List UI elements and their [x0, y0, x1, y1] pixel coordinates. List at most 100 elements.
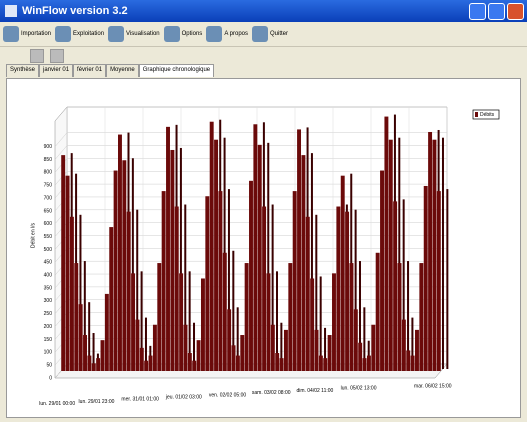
tab[interactable]: Graphique chronologique [138, 64, 215, 77]
bar [192, 360, 197, 371]
window-title: WinFlow version 3.2 [22, 5, 128, 17]
bar [310, 278, 315, 371]
y-tick-label: 750 [44, 183, 53, 189]
bar-side [358, 261, 361, 369]
bar-side [319, 276, 322, 369]
bar [161, 191, 166, 371]
bar [279, 358, 284, 371]
bar [131, 273, 136, 371]
toolbar-button[interactable]: Options [163, 26, 203, 42]
close[interactable] [507, 3, 524, 20]
bar [83, 335, 87, 371]
x-tick-label: sam. 03/02 08:00 [252, 390, 291, 396]
bar-side [402, 199, 405, 369]
bar [257, 144, 262, 371]
y-tick-label: 300 [44, 298, 53, 304]
y-tick-label: 0 [49, 375, 52, 381]
bar [262, 206, 267, 371]
y-tick-label: 700 [44, 195, 53, 201]
bar [222, 252, 227, 371]
tab[interactable]: Moyenne [106, 64, 139, 77]
bar-side [232, 250, 235, 369]
bar-side [354, 209, 357, 369]
bar [292, 191, 297, 371]
toolbar-button[interactable]: Quitter [252, 26, 288, 42]
bar [187, 353, 192, 371]
y-tick-label: 350 [44, 285, 53, 291]
bar [249, 180, 253, 371]
bar [109, 227, 114, 371]
bar [91, 363, 96, 371]
x-tick-label: mer. 31/01 01:00 [121, 397, 159, 403]
bar-side [280, 322, 283, 369]
print-button[interactable] [30, 48, 44, 63]
bar-side [131, 158, 134, 369]
export-button[interactable] [50, 48, 64, 63]
bar [74, 263, 79, 371]
bar-side [184, 204, 187, 369]
bar-side [88, 302, 91, 369]
y-tick-label: 200 [44, 324, 53, 330]
bar [266, 273, 271, 371]
bar [87, 355, 92, 371]
bar [384, 116, 389, 371]
bar [104, 293, 109, 371]
y-tick-label: 100 [44, 350, 53, 356]
x-tick-label: jeu. 01/02 03:00 [165, 395, 202, 401]
bar-side [188, 271, 191, 369]
bar [415, 329, 419, 371]
bar-side [83, 261, 86, 369]
bar-side [267, 142, 270, 369]
bar [240, 335, 245, 371]
bar [406, 350, 411, 371]
toolbar-button[interactable]: Importation [3, 26, 51, 42]
bar-side [411, 317, 414, 369]
bar [135, 319, 140, 371]
tab[interactable]: janvier 01 [39, 64, 74, 77]
y-tick-label: 550 [44, 234, 53, 240]
sub-toolbar [0, 47, 527, 64]
bar-side [79, 214, 82, 369]
y-tick-label: 600 [44, 221, 53, 227]
bar [96, 358, 101, 371]
maximize[interactable] [488, 3, 505, 20]
content: 0 50 100 150 200 250 300 350 400 450 500 550 600 650 7… [6, 78, 521, 418]
bar-side [315, 214, 318, 369]
bar [235, 355, 240, 371]
y-tick-label: 800 [44, 170, 53, 176]
tab[interactable]: Synthèse [6, 64, 40, 77]
bar [436, 191, 441, 371]
y-tick-label: 150 [44, 337, 53, 343]
bar [301, 155, 306, 371]
toolbar-label: Exploitation [73, 31, 105, 37]
toolbar-label: Options [181, 31, 203, 37]
bar [375, 252, 380, 371]
bar [174, 206, 179, 371]
bar [78, 304, 83, 371]
bar-side [324, 327, 327, 369]
bar [113, 170, 118, 371]
bar [100, 340, 105, 371]
bar [214, 139, 219, 371]
bar [152, 324, 157, 371]
y-tick-label: 650 [44, 208, 53, 214]
legend-swatch [475, 112, 478, 117]
bar [332, 273, 336, 371]
bar [139, 347, 144, 371]
toolbar-button[interactable]: Exploitation [55, 26, 104, 42]
y-tick-label: 850 [44, 157, 53, 163]
bar [122, 160, 127, 371]
toolbar-button[interactable]: Visualisation [108, 26, 160, 42]
bar [288, 263, 293, 371]
bar [362, 358, 367, 371]
bar [144, 360, 149, 371]
minimize[interactable] [469, 3, 486, 20]
bar [118, 134, 122, 371]
y-axis-label: Débit en l/s [30, 222, 36, 248]
bar [227, 309, 232, 371]
toolbar-button[interactable]: A propos [206, 26, 248, 42]
x-tick-label: ven. 02/02 05:00 [209, 392, 246, 398]
bar [231, 345, 236, 371]
tab[interactable]: février 01 [73, 64, 107, 77]
